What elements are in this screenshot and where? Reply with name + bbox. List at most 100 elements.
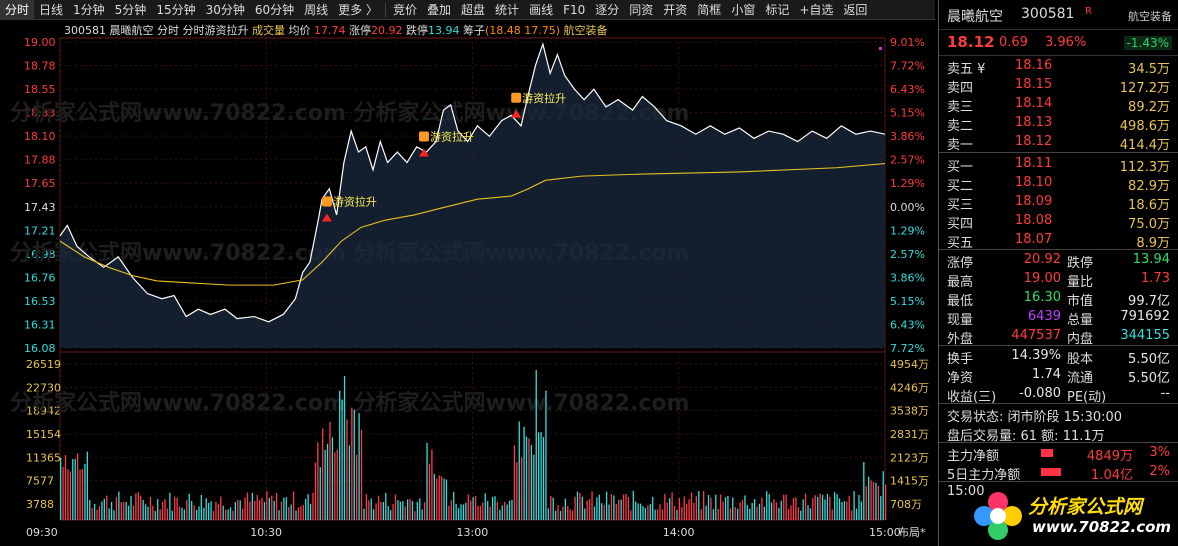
volume-bar [540, 432, 542, 520]
main-flow-5d-row: 5日主力净额 1.04亿 2% [939, 462, 1178, 483]
volume-bar [149, 497, 152, 520]
intraday-chart[interactable]: 300581 晨曦航空 分时 分时游资拉升 成交量 均价 17.74 涨停20.… [0, 20, 935, 546]
volume-tick: 18942 [26, 405, 61, 418]
period-tab[interactable]: 分时 [0, 0, 35, 20]
tool-button[interactable]: 同资 [629, 2, 654, 17]
volume-bar [562, 506, 564, 520]
price-tick: 16.98 [24, 248, 56, 261]
volume-bar [588, 499, 591, 520]
volume-bar [770, 502, 773, 520]
period-tab[interactable]: 30分钟 [205, 2, 245, 17]
tool-button[interactable]: 开资 [663, 2, 688, 17]
tool-button[interactable]: 统计 [495, 2, 520, 17]
volume-bar [686, 503, 688, 520]
volume-bar [620, 499, 622, 520]
volume-bar [455, 503, 457, 520]
amount-tick: 708万 [890, 498, 922, 511]
volume-bar [853, 491, 855, 520]
stat-label: 净资 [947, 371, 974, 386]
volume-bar [220, 496, 222, 520]
period-tab[interactable]: 5分钟 [114, 2, 147, 17]
sector-link[interactable]: 航空装备 [1128, 10, 1172, 23]
volume-bar [251, 492, 253, 520]
volume-bar [258, 499, 261, 520]
period-tab[interactable]: 15分钟 [156, 2, 196, 17]
pct-tick: 0.00% [890, 201, 925, 214]
layout-button[interactable]: 布局* [898, 526, 926, 539]
price-tick: 16.08 [24, 342, 56, 355]
chart-canvas[interactable]: 300581 晨曦航空 分时 分时游资拉升 成交量 均价 17.74 涨停20.… [0, 20, 935, 546]
stat-value: 344155 [1120, 328, 1170, 343]
volume-bar [666, 502, 668, 520]
volume-bar [812, 497, 814, 520]
price-line [59, 41, 886, 323]
volume-bar [639, 503, 642, 520]
tool-button[interactable]: 超盘 [461, 2, 486, 17]
volume-bar [341, 399, 343, 520]
volume-bar [814, 495, 816, 520]
stat-label: 现量 [947, 313, 974, 328]
volume-bar [579, 492, 581, 520]
volume-bar [724, 497, 727, 520]
tool-button[interactable]: 画线 [529, 2, 554, 17]
volume-bar [416, 501, 418, 520]
tool-button[interactable]: F10 [563, 2, 586, 17]
volume-bar [314, 462, 317, 520]
period-tab[interactable]: 日线 [39, 2, 64, 17]
volume-bar [608, 504, 610, 520]
tool-button[interactable]: 叠加 [427, 2, 452, 17]
volume-bar [137, 492, 139, 520]
volume-bar [74, 458, 76, 520]
order-price: 18.11 [1015, 156, 1053, 171]
volume-bar [860, 501, 863, 520]
volume-bar [732, 497, 734, 520]
volume-bar [326, 443, 329, 520]
volume-bar [62, 466, 64, 520]
tool-button[interactable]: 标记 [765, 2, 790, 17]
volume-bar [795, 497, 797, 520]
volume-bar [610, 494, 613, 520]
fundamentals-block: 换手 14.39% 股本 5.50亿 净资 1.74 流通 5.50亿 收益(三) -0.080 P… [939, 345, 1178, 405]
volume-tick: 15154 [26, 428, 61, 441]
tool-button[interactable]: 竞价 [393, 2, 418, 17]
tool-button[interactable]: 返回 [843, 2, 868, 17]
volume-bar [409, 499, 411, 520]
volume-bar [618, 499, 620, 520]
tool-buttons: 竞价 叠加 超盘 统计 画线 F10 逐分 同资 开资 简框 小窗 标记 +自选 返回 [388, 0, 872, 20]
order-label: 买三 [947, 198, 974, 213]
tool-button[interactable]: 简框 [697, 2, 722, 17]
volume-bar [462, 504, 465, 520]
volume-bar [382, 502, 385, 520]
volume-bar [693, 503, 695, 520]
volume-bar [479, 505, 482, 520]
order-label: 卖三 [947, 100, 974, 115]
volume-bar [538, 432, 540, 520]
chart-header: 300581 晨曦航空 分时 分时游资拉升 成交量 均价 17.74 涨停20.… [64, 23, 608, 37]
tool-button[interactable]: 逐分 [595, 2, 620, 17]
order-volume: 414.4万 [1119, 138, 1170, 153]
volume-bar [489, 506, 491, 520]
volume-bar [472, 497, 474, 520]
volume-bar [734, 506, 736, 520]
volume-bar [705, 505, 707, 520]
period-tab[interactable]: 1分钟 [73, 2, 105, 17]
volume-bar [669, 498, 671, 520]
volume-bar [387, 506, 389, 520]
period-tab[interactable]: 更多 〉 [338, 2, 378, 17]
volume-bar [746, 505, 748, 520]
stat-value: 5.50亿 [1128, 352, 1170, 367]
volume-bar [358, 413, 360, 520]
volume-bar [482, 502, 484, 520]
stat-label: 内盘 [1067, 332, 1094, 347]
tool-button[interactable]: 小窗 [731, 2, 756, 17]
volume-bar [229, 507, 232, 520]
sell-order-row: 卖四 18.15 127.2万 [939, 75, 1178, 96]
tool-button[interactable]: +自选 [799, 2, 834, 17]
amount-tick: 3538万 [890, 405, 929, 418]
period-tab[interactable]: 60分钟 [254, 2, 295, 17]
period-tab[interactable]: 周线 [304, 2, 329, 17]
volume-bar [783, 494, 785, 520]
order-label: 买四 [947, 217, 974, 232]
volume-bar [571, 510, 574, 520]
capital-flow: 主力净额 4849万 3% 5日主力净额 1.04亿 2% [939, 442, 1178, 483]
